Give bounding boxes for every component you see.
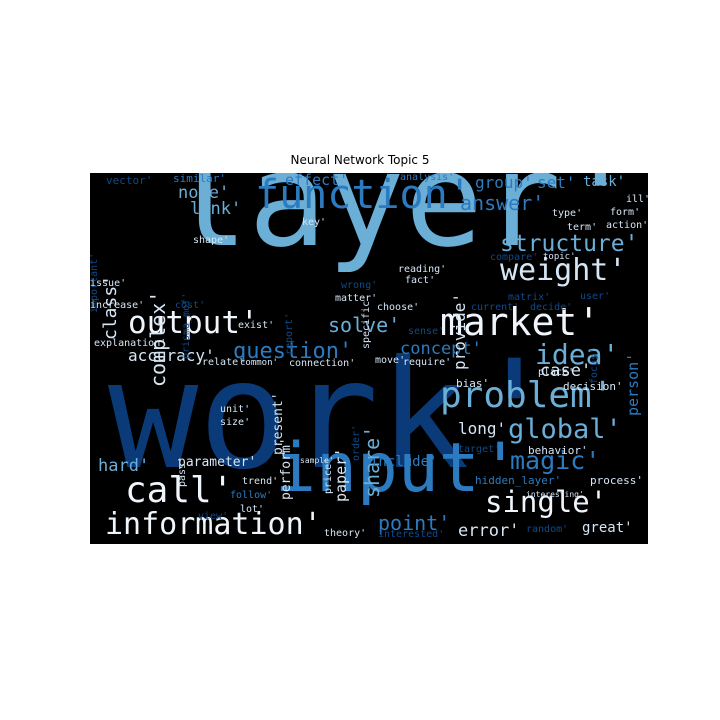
word-7: output'	[128, 305, 259, 341]
word-3: input'	[275, 429, 521, 508]
word-22: accuracy'	[128, 346, 215, 365]
word-58: cost'	[175, 300, 206, 311]
word-35: concept'	[400, 339, 482, 359]
word-91: follow'	[230, 490, 273, 501]
word-45: behavior'	[528, 444, 588, 457]
word-77: action'	[606, 220, 648, 231]
word-11: weight'	[500, 253, 627, 288]
word-26: paper'	[332, 447, 350, 502]
word-4: function'	[255, 173, 472, 218]
word-68: reading'	[398, 264, 447, 275]
word-99: interesting'	[526, 490, 584, 499]
word-2: layer'	[170, 173, 640, 276]
word-70: specific'	[361, 294, 372, 349]
word-76: term'	[567, 222, 598, 233]
word-63: exist'	[238, 320, 275, 331]
word-8: information'	[105, 507, 322, 542]
word-16: question'	[233, 339, 353, 364]
word-41: random'	[526, 524, 569, 535]
word-17: solve'	[328, 313, 401, 337]
word-32: set'	[537, 173, 576, 192]
word-34: case'	[540, 361, 592, 381]
word-18: answer'	[460, 191, 545, 215]
word-66: move'	[375, 355, 406, 366]
word-13: idea'	[535, 338, 620, 371]
word-72: wrong'	[341, 280, 378, 291]
word-65: choose'	[377, 302, 420, 313]
word-85: sense'	[408, 326, 445, 337]
word-78: ill'	[626, 194, 648, 205]
word-44: hidden_layer'	[475, 474, 562, 487]
word-15: magic'	[510, 446, 601, 475]
chart-title: Neural Network Topic 5	[290, 153, 430, 167]
word-93: view'	[198, 511, 229, 522]
word-82: decide'	[530, 302, 573, 313]
word-61: common'	[240, 358, 278, 368]
word-24: parameter'	[178, 455, 257, 470]
word-39: include'	[370, 454, 438, 470]
word-73: analysis'	[400, 173, 455, 183]
word-49: bias'	[456, 377, 490, 390]
word-86: focus'	[589, 347, 600, 384]
word-48: place'	[538, 367, 575, 378]
word-1: work'	[108, 329, 560, 503]
word-90: trend'	[242, 476, 279, 487]
word-28: node'	[178, 183, 230, 203]
word-94: theory'	[324, 528, 367, 539]
word-83: user'	[580, 291, 611, 302]
word-67: require'	[403, 357, 452, 368]
word-29: link'	[190, 199, 242, 219]
word-23: hard'	[98, 456, 150, 476]
word-12: structure'	[500, 231, 639, 257]
word-36: provide'	[450, 292, 469, 370]
word-71: report'	[284, 312, 295, 355]
word-57: increase'	[90, 300, 145, 311]
word-89: pass'	[177, 456, 188, 487]
word-20: error'	[458, 521, 520, 541]
word-98: sample'	[300, 456, 334, 465]
word-37: person'	[624, 352, 642, 416]
word-79: compare'	[490, 252, 539, 263]
word-43: present'	[271, 392, 286, 456]
word-60: relate'	[202, 357, 245, 368]
word-81: current'	[471, 302, 520, 313]
word-92: lot'	[240, 504, 265, 515]
word-14: global'	[508, 414, 622, 445]
word-38: long'	[458, 419, 507, 438]
word-54: shape'	[193, 235, 230, 246]
word-97: order'	[351, 424, 362, 461]
word-33: task'	[583, 174, 626, 190]
word-31: group'	[475, 173, 533, 192]
word-51: similar'	[173, 173, 226, 185]
word-47: decision'	[563, 380, 623, 393]
word-5: market'	[440, 300, 601, 344]
word-84: matrix'	[508, 292, 551, 303]
word-46: process'	[590, 474, 643, 487]
word-50: vector'	[106, 174, 153, 187]
word-59: explanation'	[94, 338, 167, 349]
word-62: connection'	[289, 358, 356, 369]
word-30: effect'	[285, 173, 349, 189]
word-19: point'	[378, 511, 451, 535]
word-40: great'	[582, 520, 633, 536]
word-56: issue'	[90, 278, 127, 289]
word-80: topic'	[543, 252, 576, 262]
word-75: form'	[610, 207, 641, 218]
word-64: matter'	[335, 293, 378, 304]
word-9: call'	[125, 470, 234, 511]
word-6: problem'	[440, 375, 614, 416]
word-69: fact'	[405, 275, 436, 286]
word-95: interested'	[378, 529, 445, 540]
word-55: key'	[302, 217, 327, 228]
word-88: size'	[220, 417, 251, 428]
word-74: type'	[552, 208, 583, 219]
word-100: target'	[458, 444, 501, 455]
word-cloud: work' layer' input' function' market' problem…	[90, 173, 648, 544]
word-10: single'	[485, 485, 608, 519]
word-87: unit'	[220, 404, 251, 415]
